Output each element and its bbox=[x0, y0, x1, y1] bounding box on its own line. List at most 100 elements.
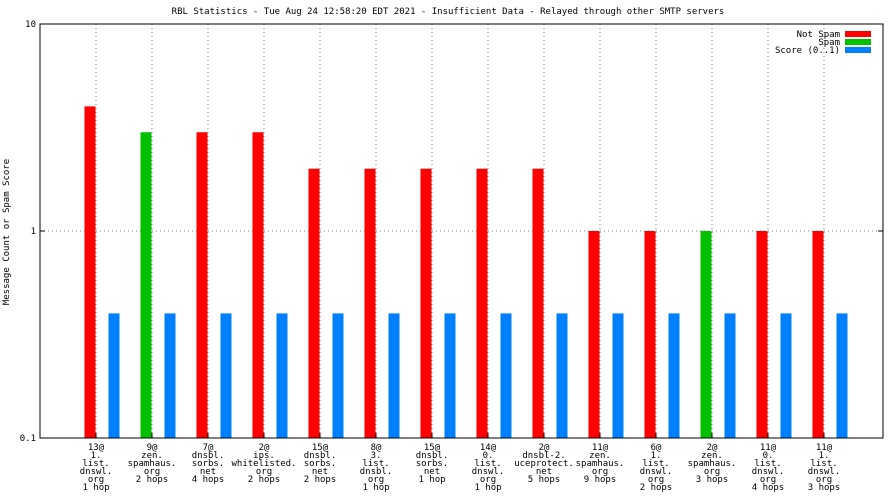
x-tick-label: 3 hops bbox=[808, 483, 841, 493]
x-tick-label: spamhaus. bbox=[688, 459, 737, 469]
x-tick-label: spamhaus. bbox=[128, 459, 177, 469]
x-tick-label: 0. bbox=[763, 451, 774, 461]
bar-not-spam bbox=[196, 132, 208, 438]
x-tick-label: net bbox=[200, 467, 216, 477]
bar-not-spam bbox=[588, 231, 600, 438]
x-tick-label: org bbox=[144, 467, 160, 477]
bar-not-spam bbox=[812, 231, 824, 438]
x-tick-label: 13@ bbox=[88, 443, 105, 453]
bars-layer bbox=[84, 106, 848, 438]
x-tick-label: list. bbox=[82, 459, 109, 469]
bar-not-spam bbox=[476, 168, 488, 438]
x-tick-label: 4 hops bbox=[192, 475, 225, 485]
bar-score-0-1 bbox=[556, 313, 568, 438]
x-tick-label: 1 hop bbox=[418, 475, 445, 485]
legend-label: Score (0..1) bbox=[775, 46, 840, 56]
y-tick-label: 0.1 bbox=[20, 434, 36, 444]
x-tick-label: dnswl. bbox=[752, 467, 785, 477]
bar-score-0-1 bbox=[836, 313, 848, 438]
x-tick-label: sorbs. bbox=[416, 459, 449, 469]
bar-score-0-1 bbox=[444, 313, 456, 438]
x-tick-label: 0. bbox=[483, 451, 494, 461]
x-tick-label: org bbox=[592, 467, 608, 477]
x-tick-label: org bbox=[368, 475, 384, 485]
x-tick-label: 11@ bbox=[592, 443, 609, 453]
x-tick-label: 6@ bbox=[651, 443, 662, 453]
x-tick-label: dnsbl. bbox=[304, 451, 337, 461]
x-tick-label: 14@ bbox=[480, 443, 497, 453]
x-tick-label: 11@ bbox=[816, 443, 833, 453]
x-tick-label: net bbox=[312, 467, 328, 477]
ticks-layer: 0.1 1 10 bbox=[20, 20, 883, 444]
x-tick-label: 9 hops bbox=[584, 475, 617, 485]
x-tick-label: 1 hop bbox=[474, 483, 501, 493]
x-tick-label: dnsbl. bbox=[360, 467, 393, 477]
bar-not-spam bbox=[252, 132, 264, 438]
x-tick-label: 1. bbox=[91, 451, 102, 461]
x-tick-label: dnswl. bbox=[808, 467, 841, 477]
x-tick-label: 2 hops bbox=[248, 475, 281, 485]
x-tick-label: org bbox=[256, 467, 272, 477]
bar-score-0-1 bbox=[220, 313, 232, 438]
x-tick-label: sorbs. bbox=[304, 459, 337, 469]
x-tick-label: net bbox=[424, 467, 440, 477]
x-tick-label: ips. bbox=[253, 451, 275, 461]
x-tick-label: 5 hops bbox=[528, 475, 561, 485]
x-tick-label: uceprotect. bbox=[514, 459, 574, 469]
bar-score-0-1 bbox=[780, 313, 792, 438]
bar-score-0-1 bbox=[612, 313, 624, 438]
bar-score-0-1 bbox=[724, 313, 736, 438]
x-tick-label: 15@ bbox=[424, 443, 441, 453]
x-tick-label: org bbox=[480, 475, 496, 485]
bar-not-spam bbox=[420, 168, 432, 438]
x-tick-label: dnswl. bbox=[80, 467, 113, 477]
x-tick-label: zen. bbox=[141, 451, 163, 461]
x-tick-label: list. bbox=[362, 459, 389, 469]
bar-score-0-1 bbox=[332, 313, 344, 438]
x-tick-label: 2 hops bbox=[136, 475, 169, 485]
x-tick-label: 3. bbox=[371, 451, 382, 461]
legend-label: Not Spam bbox=[797, 30, 840, 40]
x-tick-label: 4 hops bbox=[752, 483, 785, 493]
x-tick-label: dnsbl. bbox=[416, 451, 449, 461]
x-tick-label: 1 hop bbox=[82, 483, 109, 493]
legend-swatch bbox=[845, 39, 871, 45]
x-tick-label: 11@ bbox=[760, 443, 777, 453]
x-tick-label: 1. bbox=[819, 451, 830, 461]
x-tick-label: list. bbox=[642, 459, 669, 469]
bar-score-0-1 bbox=[500, 313, 512, 438]
grid-layer bbox=[40, 24, 883, 438]
x-tick-label: list. bbox=[474, 459, 501, 469]
x-tick-label: 1 hop bbox=[362, 483, 389, 493]
bar-spam bbox=[700, 231, 712, 438]
x-tick-label: dnsbl. bbox=[192, 451, 225, 461]
legend-swatch bbox=[845, 31, 871, 37]
x-tick-label: org bbox=[648, 475, 664, 485]
legend-label: Spam bbox=[818, 38, 840, 48]
bar-score-0-1 bbox=[164, 313, 176, 438]
bar-score-0-1 bbox=[276, 313, 288, 438]
x-tick-label: 7@ bbox=[203, 443, 214, 453]
bar-not-spam bbox=[308, 168, 320, 438]
x-tick-label: dnswl. bbox=[472, 467, 505, 477]
x-tick-label: 8@ bbox=[371, 443, 382, 453]
legend-swatch bbox=[845, 47, 871, 53]
x-tick-label: net bbox=[536, 467, 552, 477]
x-tick-label: org bbox=[88, 475, 104, 485]
bar-not-spam bbox=[532, 168, 544, 438]
bar-score-0-1 bbox=[108, 313, 120, 438]
x-tick-label: zen. bbox=[701, 451, 723, 461]
x-tick-label: 2@ bbox=[539, 443, 550, 453]
x-tick-label: list. bbox=[754, 459, 781, 469]
x-tick-label: 2 hops bbox=[304, 475, 337, 485]
x-tick-label: whitelisted. bbox=[231, 459, 296, 469]
x-tick-label: 9@ bbox=[147, 443, 158, 453]
bar-score-0-1 bbox=[668, 313, 680, 438]
x-tick-label: dnsbl-2. bbox=[522, 451, 565, 461]
bar-not-spam bbox=[84, 106, 96, 438]
bar-not-spam bbox=[756, 231, 768, 438]
bar-not-spam bbox=[364, 168, 376, 438]
